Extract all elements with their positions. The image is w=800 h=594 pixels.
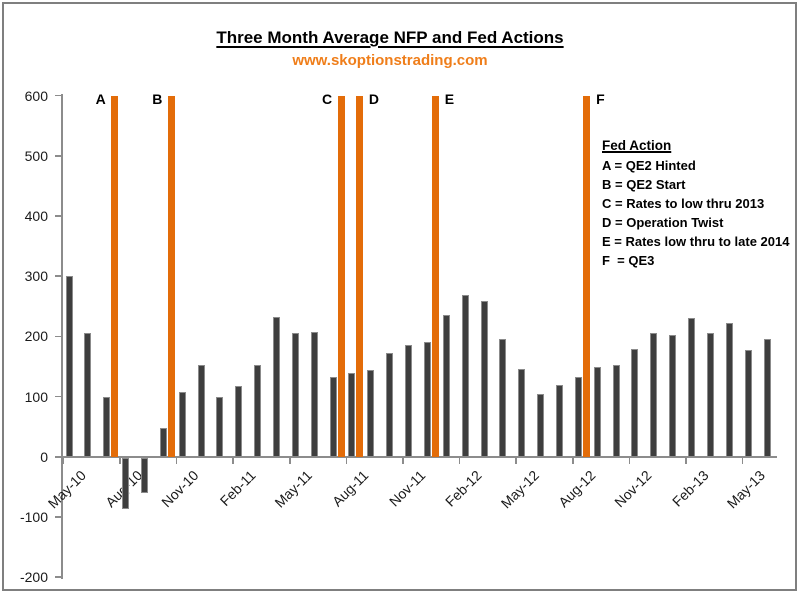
y-tick [55,516,61,518]
y-tick-label: 400 [24,207,48,224]
x-tick [741,457,744,464]
nfp-bar [235,385,243,457]
nfp-bar [291,332,299,457]
fed-action-bar-E [431,95,439,457]
y-tick [55,456,61,458]
nfp-bar [574,377,582,457]
nfp-bar [725,322,733,457]
y-tick [55,275,61,277]
nfp-bar [386,353,394,457]
y-tick-label: 100 [24,388,48,405]
nfp-bar [631,349,639,457]
nfp-bar [688,317,696,457]
x-tick [175,457,178,464]
fed-action-bar-C [337,95,345,457]
fed-action-label-D: D [368,91,380,107]
x-tick [232,457,234,464]
nfp-bar [518,368,526,457]
nfp-bar [197,364,205,457]
fed-action-bar-B [167,95,175,457]
nfp-bar [216,396,224,457]
y-tick [55,395,61,398]
x-tick [62,457,65,464]
nfp-bar [537,394,545,457]
fed-action-label-B: B [152,91,163,107]
y-tick-label: 300 [24,268,48,285]
nfp-bar [329,376,337,457]
nfp-bar [405,344,413,457]
x-tick [572,457,574,464]
fed-action-legend: Fed Action A = QE2 Hinted B = QE2 Start C … [602,136,789,270]
y-tick [55,155,61,157]
x-tick [402,457,404,464]
x-tick [289,457,291,464]
y-tick [55,335,61,338]
fed-action-bar-F [582,95,590,457]
x-tick [345,457,348,464]
y-tick-label: -200 [19,569,48,586]
nfp-bar [593,367,601,457]
nfp-bar [273,317,281,457]
nfp-bar [140,457,148,493]
y-tick [55,215,61,217]
y-tick-label: 600 [24,87,48,104]
fed-action-label-A: A [95,91,106,107]
legend-item: F = QE3 [602,253,655,268]
nfp-bar [650,332,658,457]
x-tick [515,457,517,464]
fed-action-label-E: E [444,91,455,107]
fed-action-bar-A [111,95,119,457]
y-tick [55,94,61,97]
nfp-bar [442,314,450,457]
nfp-bar [461,295,469,457]
y-tick-label: 200 [24,328,48,345]
legend-item: B = QE2 Start [602,177,686,192]
chart-subtitle-url: www.skoptionstrading.com [0,52,780,69]
chart-subtitle-text: www.skoptionstrading.com [292,52,488,69]
nfp-bar [103,396,111,457]
x-tick [458,457,461,464]
x-tick [685,457,687,464]
y-tick-label: 500 [24,147,48,164]
nfp-bar [84,333,92,457]
nfp-bar [178,391,186,457]
nfp-bar [367,370,375,457]
nfp-bar [423,342,431,457]
nfp-bar [556,385,564,457]
x-axis [61,456,777,458]
fed-action-label-F: F [596,91,605,107]
chart-title: Three Month Average NFP and Fed Actions [0,28,780,48]
fed-action-bar-D [356,95,364,457]
fed-action-label-C: C [322,91,333,107]
nfp-bar [499,338,507,457]
nfp-bar [254,364,262,457]
legend-item: E = Rates low thru to late 2014 [602,234,790,249]
nfp-bar [669,334,677,457]
y-tick-label: 0 [40,448,48,465]
nfp-bar [348,373,356,457]
legend-header: Fed Action [602,138,672,153]
y-tick [55,576,61,578]
nfp-bar [122,457,130,509]
nfp-bar [612,364,620,457]
legend-item: C = Rates to low thru 2013 [602,196,765,211]
y-axis [61,94,63,579]
nfp-bar [744,349,752,457]
x-tick [119,457,121,464]
nfp-bar [310,331,318,457]
y-tick-label: -100 [19,509,48,525]
chart-title-text: Three Month Average NFP and Fed Actions [216,28,564,47]
legend-item: D = Operation Twist [602,215,724,230]
nfp-bar [763,338,771,457]
nfp-bar [480,301,488,457]
nfp-bar [706,332,714,457]
nfp-bar [159,427,167,457]
legend-items: A = QE2 Hinted B = QE2 Start C = Rates to … [602,156,789,270]
nfp-bar [65,276,73,457]
x-tick [628,457,631,464]
legend-item: A = QE2 Hinted [602,158,696,173]
